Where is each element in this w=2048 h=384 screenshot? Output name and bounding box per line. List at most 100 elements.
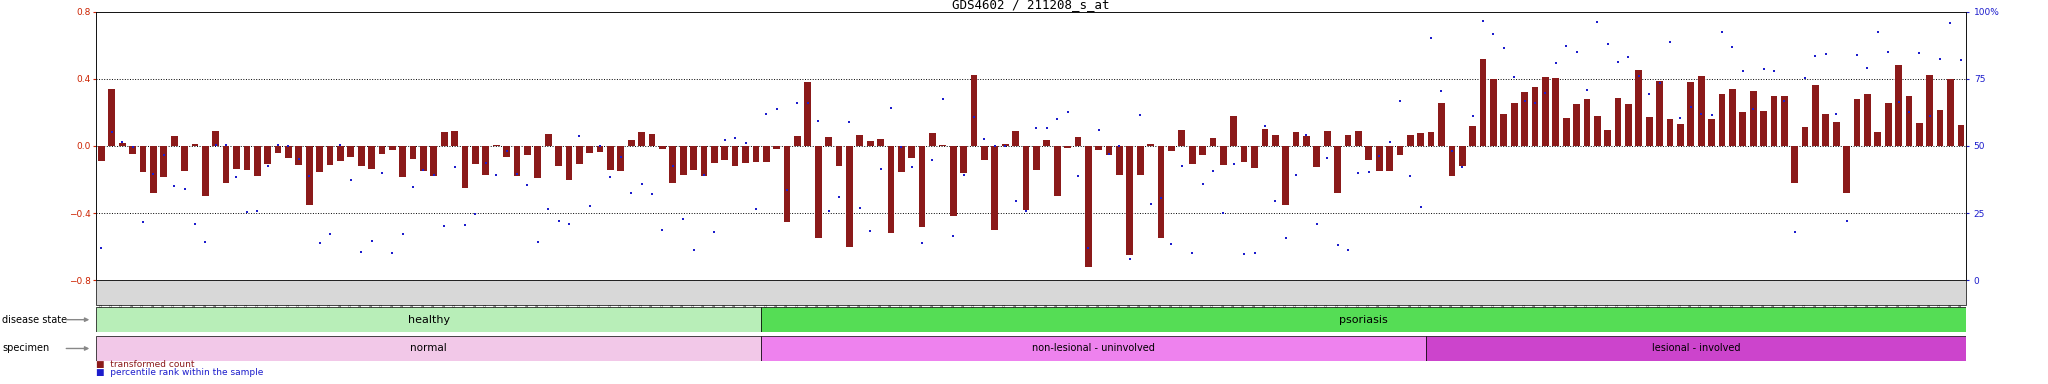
Point [1923,56,1956,62]
Bar [1604,131,1612,146]
Bar [1563,118,1569,146]
Bar [877,139,885,146]
Point [1300,221,1333,227]
Bar [1075,137,1081,146]
Point [553,221,586,227]
Bar [1542,77,1548,146]
Bar [1905,96,1913,146]
Point [209,141,242,147]
Point [864,166,897,172]
Bar [1032,146,1040,170]
Point [1810,51,1843,57]
Point [1206,210,1239,216]
Bar [1425,336,1966,361]
Bar [451,131,459,146]
Point [1372,139,1405,145]
Bar [659,146,666,149]
Point [1757,68,1790,74]
Point [1010,209,1042,215]
Point [408,167,440,173]
Bar [1772,96,1778,146]
Point [1788,75,1821,81]
Bar [1448,146,1456,176]
Bar [639,132,645,146]
Bar [1458,146,1466,166]
Point [573,203,606,209]
Point [231,209,264,215]
Bar [109,89,115,146]
Point [936,233,969,239]
Bar [213,131,219,146]
Point [770,187,803,193]
Point [854,228,887,235]
Bar [1593,116,1602,146]
Bar [504,146,510,157]
Bar [981,146,987,160]
Point [780,100,813,106]
Point [834,119,866,125]
Bar [616,146,625,171]
Bar [170,136,178,146]
Bar [1927,75,1933,146]
Point [522,239,555,245]
Bar [1221,146,1227,165]
Bar [555,146,561,167]
Point [739,205,772,212]
Point [729,140,762,146]
Point [1497,74,1530,80]
Bar [1468,126,1477,146]
Bar [1894,65,1903,146]
Point [1030,125,1063,131]
Bar [461,146,469,188]
Point [293,173,326,179]
Point [1446,164,1479,170]
Bar [535,146,541,178]
Bar [1532,87,1538,146]
Point [1581,18,1614,25]
Point [1622,73,1655,79]
Point [1798,53,1831,59]
Bar [244,146,250,170]
Point [1260,198,1292,204]
Point [127,219,160,225]
Point [1520,100,1552,106]
Point [449,222,481,228]
Point [543,218,575,224]
Point [1071,245,1104,251]
Bar [606,146,614,170]
Point [1425,88,1458,94]
Bar [586,146,594,153]
Bar [1188,146,1196,164]
Bar [1137,146,1143,175]
Text: non-lesional - uninvolved: non-lesional - uninvolved [1032,343,1155,354]
Point [1176,250,1208,256]
Bar [1438,103,1446,146]
Bar [1792,146,1798,183]
Point [563,133,596,139]
Point [387,231,420,237]
Point [709,137,741,143]
Point [1602,60,1634,66]
Bar [1407,135,1413,146]
Bar [731,146,739,166]
Bar [420,146,426,171]
Bar [203,146,209,196]
Point [1040,116,1073,122]
Bar [1210,138,1217,146]
Bar [1583,99,1591,146]
Bar [909,146,915,158]
Point [489,147,522,154]
Bar [223,146,229,183]
Point [1270,235,1303,242]
Bar [1116,146,1122,175]
Point [594,174,627,180]
Point [1778,229,1810,235]
Point [1466,18,1499,24]
Point [1196,168,1229,174]
Point [1145,195,1178,201]
Bar [1022,146,1030,210]
Point [106,139,139,145]
Bar [596,146,604,152]
Bar [1853,99,1860,146]
Bar [1501,114,1507,146]
